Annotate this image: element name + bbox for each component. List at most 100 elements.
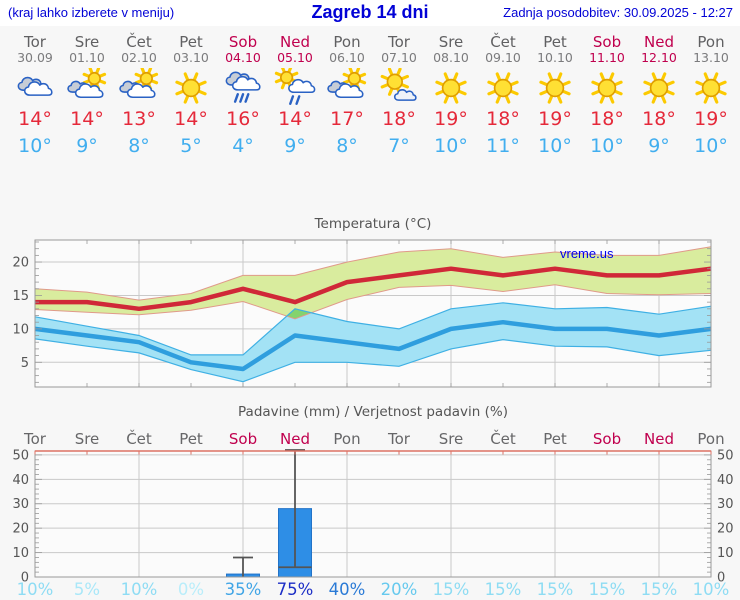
temp-min: 10° [538, 134, 572, 157]
y-axis-label-left: 10 [12, 546, 29, 561]
temp-max: 14° [70, 108, 104, 131]
precip-day-label: Ned [280, 430, 310, 448]
y-axis-label-left: 30 [12, 497, 29, 512]
precip-day-label: Sre [439, 430, 464, 448]
temp-min: 10° [590, 134, 624, 157]
min-band-edge-top [34, 302, 712, 356]
temp-min: 11° [486, 134, 520, 157]
precip-day-label: Tor [23, 430, 47, 448]
weather-icon-partly-sunny [61, 66, 113, 108]
weather-icon-sunny [477, 68, 529, 108]
weather-icon-sunny [425, 68, 477, 108]
day-column-čet-09.10: Čet 09.10 18° 11° [477, 28, 529, 158]
day-date: 05.10 [277, 49, 313, 65]
day-date: 04.10 [225, 49, 261, 65]
weather-icon-cloudy [9, 68, 61, 108]
temp-min: 4° [232, 134, 254, 157]
precip-probability: 20% [381, 580, 418, 599]
precip-probability: 40% [329, 580, 366, 599]
max-band-edge-bottom [34, 284, 712, 320]
day-column-sre-08.10: Sre 08.10 19° 10° [425, 28, 477, 158]
precip-chart-title: Padavine (mm) / Verjetnost padavin (%) [238, 404, 508, 420]
precip-day-label: Sob [593, 430, 621, 448]
temp-plot-border [34, 239, 712, 388]
precip-day-label: Pet [179, 430, 203, 448]
y-axis-label-right: 30 [717, 497, 734, 512]
y-axis-label-right: 10 [717, 546, 734, 561]
weather-icon-partly-sunny [113, 66, 165, 108]
temp-max: 14° [174, 108, 208, 131]
temp-chart-title: Temperatura (°C) [314, 216, 432, 232]
precip-day-label: Ned [644, 430, 674, 448]
temp-min: 10° [18, 134, 52, 157]
temp-max: 18° [382, 108, 416, 131]
temp-min: 9° [648, 134, 670, 157]
day-date: 02.10 [121, 49, 157, 65]
day-column-pet-03.10: Pet 03.10 14° 5° [165, 28, 217, 158]
weather-icon-partly-sunny [321, 66, 373, 108]
precip-probability: 15% [433, 580, 470, 599]
y-axis-label-right: 40 [717, 473, 734, 488]
weather-icon-sunny [529, 68, 581, 108]
y-axis-label-right: 0 [717, 571, 725, 586]
temp-min: 10° [434, 134, 468, 157]
y-axis-label: 10 [12, 322, 29, 337]
max-band-edge-top [34, 246, 712, 301]
day-column-sob-11.10: Sob 11.10 18° 10° [581, 28, 633, 158]
day-name: Tor [388, 33, 410, 51]
page-title: Zagreb 14 dni [311, 2, 429, 22]
day-name: Sre [74, 33, 100, 51]
precipitation-chart: Padavine (mm) / Verjetnost padavin (%) To… [12, 404, 734, 599]
y-axis-label-left: 50 [12, 448, 29, 463]
day-name: Čet [490, 33, 516, 51]
day-column-pet-10.10: Pet 10.10 19° 10° [529, 28, 581, 158]
precip-probability: 15% [589, 580, 626, 599]
day-name: Sre [438, 33, 464, 51]
weather-icon-rain [217, 68, 269, 108]
y-axis-label: 20 [12, 256, 29, 271]
day-name: Ned [280, 33, 310, 51]
weather-icon-sun-rain [269, 65, 321, 108]
temp-max: 19° [694, 108, 728, 131]
precip-plot-area [35, 451, 711, 577]
temp-min: 10° [694, 134, 728, 157]
temp-max: 19° [538, 108, 572, 131]
day-date: 09.10 [485, 49, 521, 65]
precip-probability: 15% [641, 580, 678, 599]
watermark-link: vreme.us [560, 246, 614, 261]
y-axis-label-left: 40 [12, 473, 29, 488]
day-column-ned-05.10: Ned 05.10 14° 9° [269, 28, 321, 158]
day-name: Pon [333, 33, 361, 51]
day-name: Pet [179, 33, 203, 51]
precip-probability: 5% [74, 580, 100, 599]
precip-probability: 10% [17, 580, 54, 599]
temp-max: 14° [278, 108, 312, 131]
temp-min: 7° [388, 134, 410, 157]
day-column-tor-07.10: Tor 07.10 18° 7° [373, 28, 425, 158]
y-axis-label-left: 20 [12, 522, 29, 537]
location-hint: (kraj lahko izberete v meniju) [8, 5, 175, 20]
day-date: 01.10 [69, 49, 105, 65]
min-band-edge-bottom [34, 338, 712, 383]
temp-max: 18° [642, 108, 676, 131]
day-date: 07.10 [381, 49, 417, 65]
precip-day-label: Tor [387, 430, 411, 448]
day-column-pon-13.10: Pon 13.10 19° 10° [685, 28, 737, 158]
day-column-sre-01.10: Sre 01.10 14° 9° [61, 28, 113, 158]
precip-day-label: Sob [229, 430, 257, 448]
day-date: 08.10 [433, 49, 469, 65]
day-date: 11.10 [589, 49, 625, 65]
temp-min: 5° [180, 134, 202, 157]
day-column-ned-12.10: Ned 12.10 18° 9° [633, 28, 685, 158]
weather-icon-mostly-sunny [373, 67, 425, 108]
temp-min: 8° [128, 134, 150, 157]
day-column-pon-06.10: Pon 06.10 17° 8° [321, 28, 373, 158]
forecast-table: Tor 30.09 14° 10° Sre 01.10 14° 9° Čet 02.10 13° 8°… [0, 28, 740, 176]
weather-icon-sunny [165, 68, 217, 108]
day-date: 03.10 [173, 49, 209, 65]
precip-day-label: Pon [333, 430, 360, 448]
day-date: 13.10 [693, 49, 729, 65]
day-name: Sob [592, 33, 622, 51]
min-temp-line [34, 319, 712, 372]
temp-min: 9° [76, 134, 98, 157]
